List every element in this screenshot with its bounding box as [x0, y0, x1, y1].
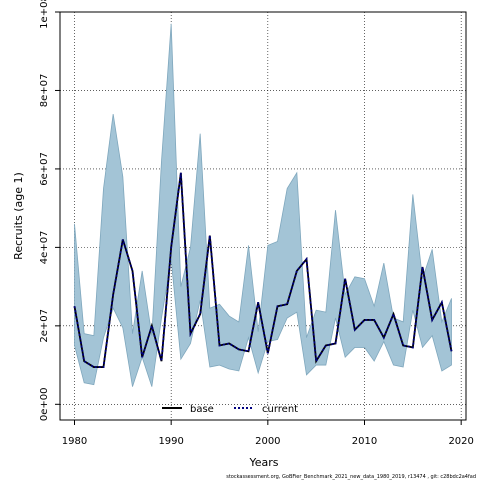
- y-tick-label: 4e+07: [39, 231, 50, 265]
- x-tick-label: 2000: [255, 436, 280, 447]
- y-tick-label: 2e+07: [39, 309, 50, 343]
- plot-frame: [59, 11, 467, 421]
- x-tick-label: 1980: [62, 436, 87, 447]
- x-tick-label: 1990: [158, 436, 183, 447]
- y-tick-label: 1e+08: [39, 0, 50, 29]
- x-axis: 1980 1990 2000 2010 2020: [62, 420, 474, 447]
- y-axis-title: Recruits (age 1): [12, 172, 25, 260]
- y-tick-label: 0e+00: [39, 387, 50, 421]
- x-tick-label: 2020: [448, 436, 473, 447]
- y-axis: 0e+00 2e+07 4e+07 6e+07 8e+07 1e+08: [39, 0, 60, 421]
- footnote: stockassessment.org, GoBFier_Benchmark_2…: [226, 474, 476, 480]
- series-line-current: [73, 172, 453, 368]
- legend-base-label: base: [190, 404, 214, 415]
- y-tick-label: 6e+07: [39, 152, 50, 186]
- series-lines-layer: [73, 172, 453, 368]
- legend: base current: [162, 404, 298, 415]
- x-tick-label: 2010: [352, 436, 377, 447]
- x-axis-title: Years: [248, 456, 278, 469]
- y-tick-label: 8e+07: [39, 74, 50, 108]
- legend-current-label: current: [262, 404, 298, 415]
